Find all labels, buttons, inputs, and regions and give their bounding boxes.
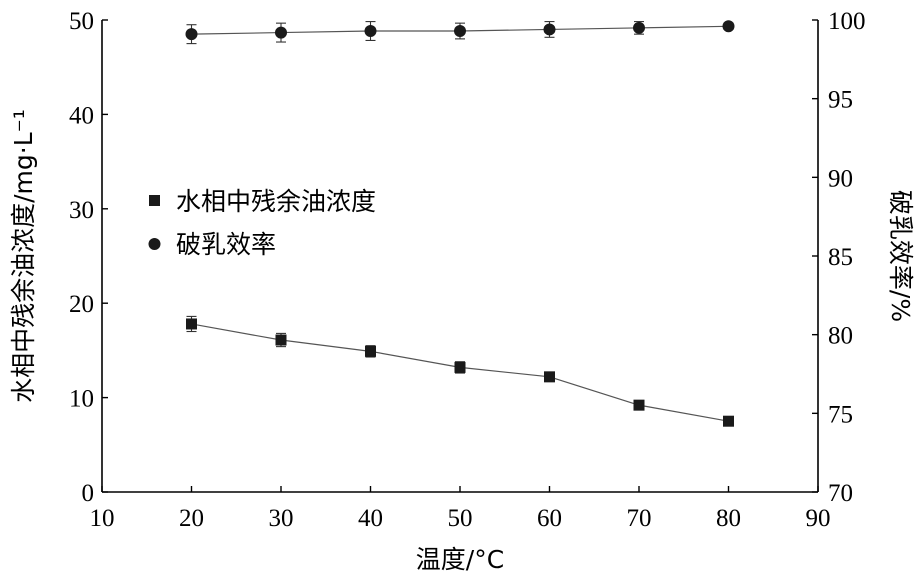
y-right-tick-label: 90 bbox=[828, 165, 853, 192]
y-right-tick-label: 95 bbox=[828, 87, 853, 114]
y-axis-right-title: 破乳效率/% bbox=[886, 190, 915, 322]
y-left-tick-label: 40 bbox=[69, 102, 94, 129]
legend-label: 破乳效率 bbox=[176, 230, 276, 259]
legend-marker-circle bbox=[148, 238, 161, 250]
data-point-circle bbox=[543, 23, 556, 36]
data-point-square bbox=[454, 361, 466, 373]
x-axis-title: 温度/°C bbox=[416, 545, 504, 574]
y-left-tick-label: 10 bbox=[69, 386, 94, 413]
x-tick-label: 70 bbox=[627, 505, 652, 532]
y-right-tick-label: 80 bbox=[828, 323, 853, 350]
data-point-circle bbox=[722, 20, 735, 33]
y-right-tick-label: 70 bbox=[828, 480, 853, 507]
y-right-tick-label: 85 bbox=[828, 244, 853, 271]
y-right-tick-label: 100 bbox=[828, 8, 866, 35]
data-point-square bbox=[633, 399, 645, 411]
series-residual-oil bbox=[186, 315, 734, 427]
y-left-tick-label: 20 bbox=[69, 291, 94, 318]
data-point-square bbox=[186, 318, 197, 330]
y-axis-left-title: 水相中残余油浓度/mg·L⁻¹ bbox=[9, 109, 38, 403]
legend-label: 水相中残余油浓度 bbox=[176, 187, 376, 216]
data-point-square bbox=[723, 415, 734, 427]
x-tick-label: 40 bbox=[358, 505, 383, 532]
x-tick-label: 20 bbox=[179, 505, 204, 532]
x-tick-label: 90 bbox=[806, 505, 831, 532]
data-point-circle bbox=[364, 25, 377, 38]
y-left-tick-label: 30 bbox=[69, 197, 94, 224]
x-tick-label: 60 bbox=[537, 505, 562, 532]
data-point-square bbox=[365, 345, 376, 357]
data-point-circle bbox=[633, 21, 645, 34]
y-right-tick-label: 75 bbox=[828, 401, 853, 428]
y-left-tick-label: 50 bbox=[69, 8, 94, 35]
x-tick-label: 80 bbox=[716, 505, 741, 532]
data-point-square bbox=[275, 334, 287, 346]
data-point-circle bbox=[275, 26, 287, 39]
y-left-tick-label: 0 bbox=[82, 480, 95, 507]
x-tick-label: 10 bbox=[90, 505, 115, 532]
data-point-square bbox=[544, 371, 555, 383]
x-tick-label: 50 bbox=[448, 505, 473, 532]
data-point-circle bbox=[185, 28, 198, 41]
legend-marker-square bbox=[149, 195, 160, 206]
data-point-circle bbox=[454, 25, 466, 38]
series-demulsification-efficiency bbox=[185, 20, 735, 45]
x-tick-label: 30 bbox=[269, 505, 294, 532]
